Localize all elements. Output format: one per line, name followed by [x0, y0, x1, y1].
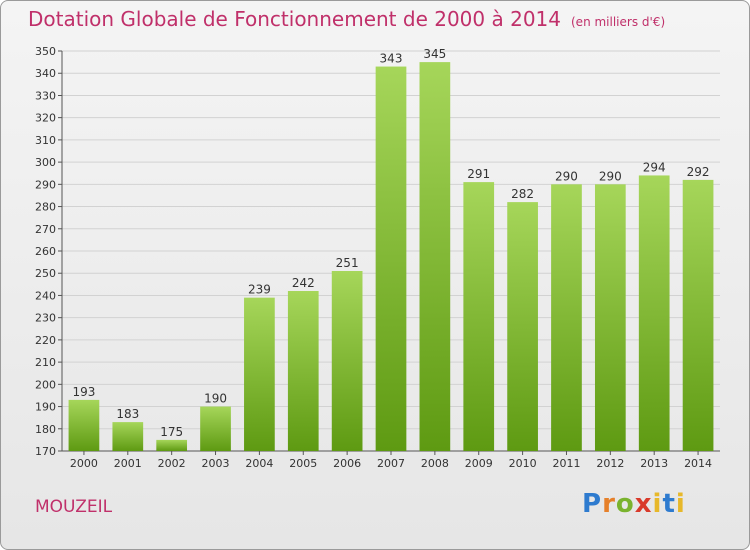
y-tick-label: 190	[35, 401, 56, 414]
x-axis: 2000 2001 2002 2003 2004 2005 2006 2007 2008 2009…	[70, 451, 712, 470]
y-tick-label: 320	[35, 112, 56, 125]
bar-2006	[331, 271, 363, 451]
bar-2008	[419, 62, 451, 451]
y-tick-label: 170	[35, 445, 56, 458]
bar-2012	[594, 184, 626, 452]
bar-2000	[68, 399, 100, 451]
value-label-2009: 291	[467, 167, 490, 181]
value-label-2013: 294	[643, 160, 666, 174]
value-label-2005: 242	[292, 276, 315, 290]
x-tick-label-2014: 2014	[684, 457, 712, 470]
y-tick-label: 280	[35, 201, 56, 214]
x-tick-label-2004: 2004	[245, 457, 273, 470]
y-tick-label: 290	[35, 178, 56, 191]
value-label-2010: 282	[511, 187, 534, 201]
y-tick-label: 220	[35, 334, 56, 347]
x-tick-label-2005: 2005	[289, 457, 317, 470]
y-tick-label: 260	[35, 245, 56, 258]
bar-2007	[375, 66, 407, 452]
value-label-2014: 292	[687, 165, 710, 179]
bar-2005	[287, 291, 319, 451]
y-tick-label: 300	[35, 156, 56, 169]
bars	[68, 62, 714, 452]
unit-label: (en milliers d'€)	[571, 15, 666, 29]
title-text: Dotation Globale de Fonctionnement de 20…	[28, 7, 561, 31]
value-label-2006: 251	[336, 256, 359, 270]
bar-2001	[112, 422, 144, 451]
x-tick-label-2011: 2011	[552, 457, 580, 470]
bar-2011	[551, 184, 582, 452]
value-label-2003: 190	[204, 392, 227, 406]
y-tick-label: 230	[35, 312, 56, 325]
y-tick-label: 270	[35, 223, 56, 236]
commune-name: MOUZEIL	[35, 497, 113, 517]
value-label-2001: 183	[116, 407, 139, 421]
y-axis: 170 180 190 200 210 220 230 240 250 260 270 280 290 3…	[35, 45, 720, 458]
value-label-2012: 290	[599, 169, 622, 183]
x-tick-label-2009: 2009	[465, 457, 493, 470]
x-tick-label-2003: 2003	[202, 457, 230, 470]
chart-title: Dotation Globale de Fonctionnement de 20…	[28, 7, 665, 31]
x-tick-label-2002: 2002	[158, 457, 186, 470]
bar-2003	[200, 406, 231, 451]
value-label-2000: 193	[72, 385, 95, 399]
y-tick-label: 180	[35, 423, 56, 436]
value-labels: 193 183 175 190 239 242 251 343 345 291 282 290 290 2…	[72, 47, 709, 439]
value-label-2002: 175	[160, 425, 183, 439]
x-tick-label-2012: 2012	[596, 457, 624, 470]
y-tick-label: 310	[35, 134, 56, 147]
y-tick-label: 200	[35, 378, 56, 391]
y-tick-label: 350	[35, 45, 56, 58]
x-tick-label-2000: 2000	[70, 457, 98, 470]
bar-2009	[463, 182, 495, 451]
x-tick-label-2001: 2001	[114, 457, 142, 470]
y-tick-label: 210	[35, 356, 56, 369]
x-tick-label-2007: 2007	[377, 457, 405, 470]
y-tick-label: 240	[35, 289, 56, 302]
proxiti-logo: Proxiti	[582, 489, 686, 519]
bar-2002	[156, 439, 188, 451]
x-tick-label-2006: 2006	[333, 457, 361, 470]
y-tick-label: 330	[35, 89, 56, 102]
bar-2013	[638, 175, 670, 451]
bar-2004	[244, 297, 275, 451]
y-tick-label: 250	[35, 267, 56, 280]
value-label-2008: 345	[423, 47, 446, 61]
value-label-2004: 239	[248, 283, 271, 297]
bar-2014	[682, 179, 714, 451]
y-tick-label: 340	[35, 67, 56, 80]
bar-2010	[507, 202, 538, 451]
value-label-2011: 290	[555, 169, 578, 183]
x-tick-label-2010: 2010	[509, 457, 537, 470]
x-tick-label-2008: 2008	[421, 457, 449, 470]
x-tick-label-2013: 2013	[640, 457, 668, 470]
value-label-2007: 343	[380, 52, 403, 66]
